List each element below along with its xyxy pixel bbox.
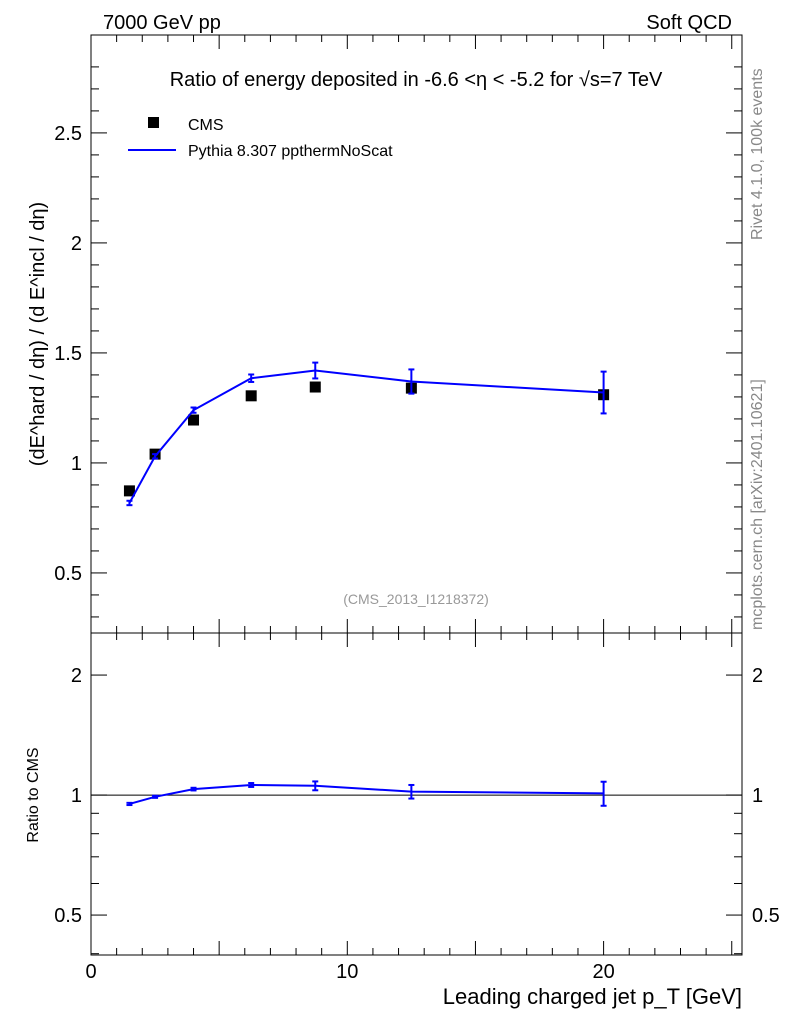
header-right: Soft QCD bbox=[646, 12, 732, 34]
ratio-y-tick-label: 2 bbox=[71, 665, 82, 687]
ratio-y-tick-label-right: 0.5 bbox=[752, 905, 780, 927]
legend-cms-label: CMS bbox=[188, 117, 224, 134]
y-tick-label: 2 bbox=[71, 233, 82, 255]
y-tick-label: 1 bbox=[71, 453, 82, 475]
y-axis-label-ratio: Ratio to CMS bbox=[25, 747, 42, 842]
pythia-line bbox=[128, 369, 604, 504]
ratio-y-tick-label: 0.5 bbox=[54, 905, 82, 927]
rivet-label: Rivet 4.1.0, 100k events bbox=[749, 68, 766, 240]
ratio-y-tick-label-right: 1 bbox=[752, 785, 763, 807]
y-tick-label: 2.5 bbox=[54, 123, 82, 145]
chart-title: Ratio of energy deposited in -6.6 <η < -… bbox=[170, 69, 663, 91]
legend-cms-marker bbox=[148, 117, 159, 128]
cms-data-point bbox=[309, 381, 321, 393]
ratio-y-tick-label: 1 bbox=[71, 785, 82, 807]
analysis-annotation: (CMS_2013_I1218372) bbox=[343, 591, 489, 607]
cms-data-point bbox=[188, 414, 200, 426]
x-tick-label: 20 bbox=[592, 961, 614, 983]
x-tick-label: 0 bbox=[85, 961, 96, 983]
x-axis-label: Leading charged jet p_T [GeV] bbox=[443, 984, 742, 1009]
ratio-panel-frame bbox=[90, 632, 743, 956]
ratio-line bbox=[129, 783, 604, 805]
y-axis-label-top: (dE^hard / dη) / (d E^incl / dη) bbox=[27, 202, 49, 466]
cms-data-point bbox=[245, 390, 257, 402]
x-tick-label: 10 bbox=[336, 961, 358, 983]
cms-data-point bbox=[123, 485, 135, 497]
legend-pythia-label: Pythia 8.307 ppthermNoScat bbox=[188, 143, 393, 160]
mcplots-label: mcplots.cern.ch [arXiv:2401.10621] bbox=[749, 379, 766, 630]
header-left: 7000 GeV pp bbox=[103, 12, 221, 34]
y-tick-label: 1.5 bbox=[54, 343, 82, 365]
ratio-y-tick-label-right: 2 bbox=[752, 665, 763, 687]
y-tick-label: 0.5 bbox=[54, 563, 82, 585]
